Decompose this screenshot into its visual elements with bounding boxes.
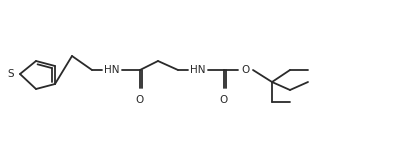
Text: S: S <box>7 69 14 79</box>
Text: O: O <box>242 65 250 75</box>
Text: HN: HN <box>104 65 120 75</box>
Text: O: O <box>220 95 228 105</box>
Text: O: O <box>136 95 144 105</box>
Text: HN: HN <box>190 65 206 75</box>
